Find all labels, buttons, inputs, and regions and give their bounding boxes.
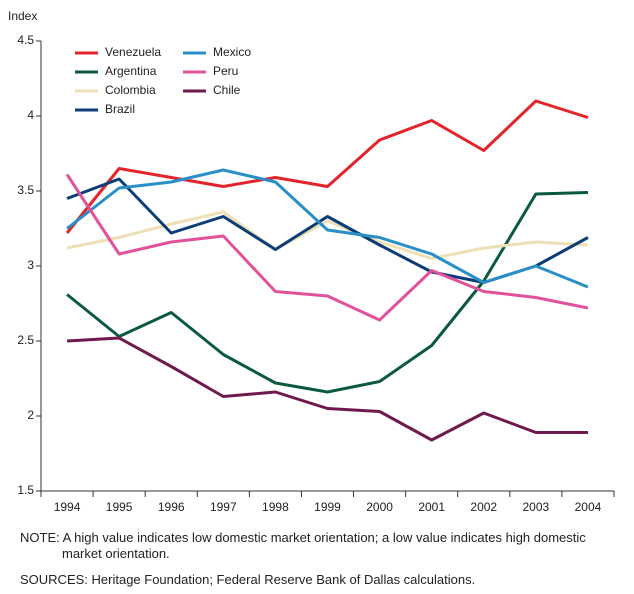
series-line [66,210,589,260]
y-tick-label: 4 [27,108,34,122]
chart: Index 1.5 2 2.5 3 3.5 4 4.5 1994 1995 1996 1997 199… [8,9,615,514]
legend-label: Peru [213,64,238,78]
series-line [65,173,589,322]
x-tick-label: 2003 [523,500,550,514]
y-tick-label: 4.5 [17,33,34,47]
x-tick-label: 1998 [262,500,289,514]
x-tick-label: 1994 [54,500,81,514]
legend-label: Colombia [105,83,156,97]
legend-label: Brazil [105,102,135,116]
y-axis-label: Index [8,9,37,23]
x-tick-label: 2001 [418,500,445,514]
x-tick-label: 1999 [314,500,341,514]
y-tick-label: 2.5 [17,333,34,347]
x-tick-label: 2000 [366,500,393,514]
notes: NOTE: A high value indicates low domesti… [20,530,620,588]
y-tick-label: 2 [27,408,34,422]
x-tick-label: 1996 [158,500,185,514]
y-tick-label: 3 [27,258,34,272]
series-line [66,336,588,442]
x-tick-label: 1997 [210,500,237,514]
legend-label: Chile [213,83,241,97]
x-tick-label: 2002 [470,500,497,514]
series-line [66,191,588,394]
sources: SOURCES: Heritage Foundation; Federal Re… [20,572,476,587]
series-line [65,99,589,234]
x-tick-label: 2004 [575,500,602,514]
series-line [66,168,589,289]
y-tick-label: 3.5 [17,183,34,197]
y-tick-label: 1.5 [17,483,34,497]
x-tick-label: 1995 [106,500,133,514]
legend-label: Mexico [213,45,251,59]
legend-label: Venezuela [105,45,161,59]
legend-label: Argentina [105,64,157,78]
note: NOTE: A high value indicates low domesti… [20,530,586,561]
